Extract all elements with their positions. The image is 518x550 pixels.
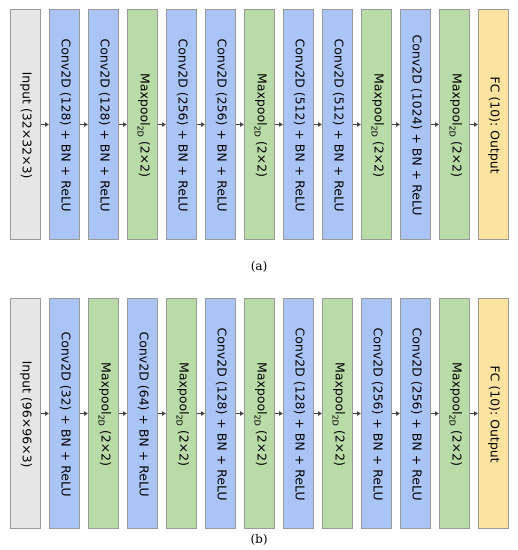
block-label: FC (10): Output <box>486 75 502 174</box>
diagram-a: Input (32×32×3) Conv2D (128) + BN + ReLU C… <box>0 9 518 244</box>
flow-arrow-icon <box>158 122 166 127</box>
block-label: Maxpool2D (2×2) <box>252 361 269 466</box>
conv2d-block: Conv2D (128) + BN + ReLU <box>283 298 314 529</box>
conv2d-block: Conv2D (128) + BN + ReLU <box>88 9 119 240</box>
maxpool-block: Maxpool2D (2×2) <box>88 298 119 529</box>
arrows-layer <box>41 411 478 416</box>
conv2d-block: Conv2D (64) + BN + ReLU <box>127 298 158 529</box>
conv2d-block: Conv2D (256) + BN + ReLU <box>166 9 197 240</box>
flow-arrow-icon <box>236 122 244 127</box>
conv2d-block: Conv2D (1024) + BN + ReLU <box>400 9 431 240</box>
conv2d-block: Conv2D (32) + BN + ReLU <box>49 298 80 529</box>
block-label: Maxpool2D (2×2) <box>252 72 269 177</box>
maxpool-block: Maxpool2D (2×2) <box>127 9 158 240</box>
conv2d-block: Conv2D (512) + BN + ReLU <box>322 9 353 240</box>
block-label: FC (10): Output <box>486 364 502 463</box>
conv2d-block: Conv2D (256) + BN + ReLU <box>205 9 236 240</box>
block-label: Maxpool2D (2×2) <box>135 72 152 177</box>
flow-arrow-icon <box>431 122 439 127</box>
flow-arrow-icon <box>470 411 478 416</box>
block-label: Maxpool2D (2×2) <box>369 72 386 177</box>
block-label: Conv2D (256) + BN + ReLU <box>213 38 229 211</box>
maxpool-block: Maxpool2D (2×2) <box>322 298 353 529</box>
flow-arrow-icon <box>80 122 88 127</box>
caption-b: (b) <box>250 532 268 546</box>
flow-arrow-icon <box>470 122 478 127</box>
block-label: Conv2D (256) + BN + ReLU <box>408 327 424 500</box>
block-label: Conv2D (128) + BN + ReLU <box>213 327 229 500</box>
diagram-b: Input (96×96×3) Conv2D (32) + BN + ReLU Ma… <box>0 298 518 533</box>
flow-arrow-icon <box>236 411 244 416</box>
caption-a: (a) <box>250 259 268 273</box>
conv2d-block: Conv2D (256) + BN + ReLU <box>400 298 431 529</box>
flow-arrow-icon <box>41 411 49 416</box>
arrows-layer <box>41 122 478 127</box>
flow-arrow-icon <box>197 122 205 127</box>
block-label: Conv2D (512) + BN + ReLU <box>291 38 307 211</box>
flow-arrow-icon <box>41 122 49 127</box>
block-label: Conv2D (128) + BN + ReLU <box>291 327 307 500</box>
flow-arrow-icon <box>314 122 322 127</box>
block-label: Conv2D (128) + BN + ReLU <box>96 38 112 211</box>
block-label: Conv2D (32) + BN + ReLU <box>57 331 73 496</box>
flow-arrow-icon <box>314 411 322 416</box>
flow-arrow-icon <box>119 122 127 127</box>
block-label: Maxpool2D (2×2) <box>330 361 347 466</box>
fc-output-block: FC (10): Output <box>478 298 509 529</box>
conv2d-block: Conv2D (128) + BN + ReLU <box>49 9 80 240</box>
block-label: Input (32×32×3) <box>18 71 34 178</box>
maxpool-block: Maxpool2D (2×2) <box>439 9 470 240</box>
flow-arrow-icon <box>392 411 400 416</box>
conv2d-block: Conv2D (512) + BN + ReLU <box>283 9 314 240</box>
maxpool-block: Maxpool2D (2×2) <box>244 9 275 240</box>
flow-arrow-icon <box>80 411 88 416</box>
block-label: Conv2D (512) + BN + ReLU <box>330 38 346 211</box>
block-label: Maxpool2D (2×2) <box>174 361 191 466</box>
block-label: Conv2D (1024) + BN + ReLU <box>408 34 424 215</box>
flow-arrow-icon <box>353 122 361 127</box>
input-block: Input (96×96×3) <box>10 298 41 529</box>
input-block: Input (32×32×3) <box>10 9 41 240</box>
flow-arrow-icon <box>392 122 400 127</box>
maxpool-block: Maxpool2D (2×2) <box>244 298 275 529</box>
fc-output-block: FC (10): Output <box>478 9 509 240</box>
conv2d-block: Conv2D (128) + BN + ReLU <box>205 298 236 529</box>
flow-arrow-icon <box>353 411 361 416</box>
conv2d-block: Conv2D (256) + BN + ReLU <box>361 298 392 529</box>
maxpool-block: Maxpool2D (2×2) <box>439 298 470 529</box>
block-label: Conv2D (64) + BN + ReLU <box>135 331 151 496</box>
flow-arrow-icon <box>275 122 283 127</box>
block-label: Conv2D (128) + BN + ReLU <box>57 38 73 211</box>
flow-arrow-icon <box>275 411 283 416</box>
block-label: Input (96×96×3) <box>18 360 34 467</box>
flow-arrow-icon <box>158 411 166 416</box>
maxpool-block: Maxpool2D (2×2) <box>361 9 392 240</box>
flow-arrow-icon <box>197 411 205 416</box>
flow-arrow-icon <box>119 411 127 416</box>
block-label: Maxpool2D (2×2) <box>447 72 464 177</box>
maxpool-block: Maxpool2D (2×2) <box>166 298 197 529</box>
block-label: Maxpool2D (2×2) <box>96 361 113 466</box>
flow-arrow-icon <box>431 411 439 416</box>
block-label: Conv2D (256) + BN + ReLU <box>174 38 190 211</box>
block-label: Conv2D (256) + BN + ReLU <box>369 327 385 500</box>
block-label: Maxpool2D (2×2) <box>447 361 464 466</box>
